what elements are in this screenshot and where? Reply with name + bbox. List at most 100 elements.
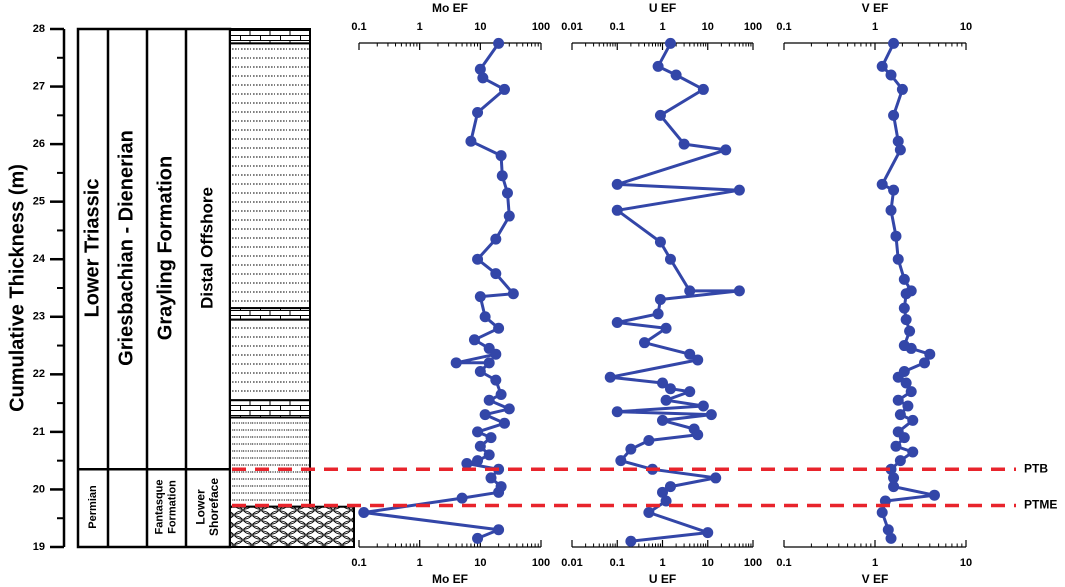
data-point [892,371,904,383]
data-point [493,37,505,49]
y-axis-title: Cumulative Thickness (m) [6,164,28,412]
series-permian-label: Permian [87,485,99,529]
event-boundaries: PTB PTME [232,461,1057,512]
data-point [472,426,484,438]
label-line: Shoreface [207,478,221,536]
data-point [483,449,495,461]
data-point [888,184,900,196]
x-tick-label: 100 [532,21,550,33]
data-point [611,178,623,190]
data-point [490,233,502,245]
x-tick-label: 10 [702,557,714,569]
data-point [496,170,508,182]
data-point [660,394,672,406]
x-tick-label: 100 [744,557,762,569]
panel-title-bottom: V EF [862,572,889,586]
data-point [898,302,910,314]
data-point [876,506,888,518]
data-point [904,325,916,337]
stratigraphic-columns: Lower Triassic Griesbachian - Dienerian … [76,27,355,549]
y-tick-label: 26 [33,138,45,150]
data-point [465,135,477,147]
data-point [697,400,709,412]
data-point [919,357,931,369]
data-point [657,377,668,389]
y-axis: Cumulative Thickness (m) 19 20 21 22 23 24 25 2… [6,23,66,553]
panel-u-ef: 0.01 0.1 1 10 100 0.01 0.1 1 10 100 U EF U EF [561,1,762,586]
data-point [490,268,502,280]
data-point [625,535,637,547]
data-point [472,253,484,265]
data-point [472,106,484,118]
data-point [924,348,936,360]
lithology-limestone-bed [229,307,311,321]
data-point [892,135,904,147]
y-tick-label: 27 [33,80,45,92]
series-lower-triassic-label: Lower Triassic [81,179,103,318]
data-point [461,458,473,470]
data-point [483,357,495,369]
panel-title-top: U EF [649,1,676,15]
data-point [657,486,668,498]
data-point [905,342,917,354]
y-axis-ticks: 19 20 21 22 23 24 25 26 27 28 [33,23,64,553]
data-point [604,371,616,383]
data-point [468,334,480,346]
data-point [664,37,676,49]
data-point [733,184,745,196]
panel-title-bottom: U EF [649,572,676,586]
stage-griesbachian-dienerian-label: Griesbachian - Dienerian [115,130,137,366]
data-point [692,354,704,366]
data-point [896,83,908,95]
data-point [474,291,486,303]
data-point [888,472,900,484]
data-point [876,178,888,190]
data-point [358,506,370,518]
data-point [684,348,696,360]
data-point [664,253,676,265]
formation-fantasque-label: FantasqueFormation [154,479,179,534]
x-tick-label: 0.1 [351,557,366,569]
y-tick-label: 20 [33,483,45,495]
data-point [472,532,484,544]
x-tick-label: 0.1 [351,21,366,33]
x-tick-label: 0.01 [561,21,582,33]
data-point [498,417,510,429]
data-point [498,83,510,95]
x-tick-label: 100 [744,21,762,33]
lithology-chert-bed [229,505,355,549]
data-point [892,253,904,265]
data-point [654,109,666,121]
data-point [615,455,627,467]
boundary-ptb-label: PTB [1024,461,1048,475]
x-tick-label: 1 [872,21,878,33]
data-point [928,489,940,501]
x-tick-label: 1 [659,557,665,569]
data-point [490,374,502,386]
data-point [905,386,917,398]
x-tick-label: 1 [659,21,665,33]
data-point [654,294,666,306]
x-tick-label: 0.01 [561,557,582,569]
data-point [670,69,682,81]
data-point [907,446,919,458]
data-point [611,406,623,418]
data-point [660,322,672,334]
data-point [678,138,690,150]
data-point [876,60,888,72]
data-point [885,204,897,216]
data-point [894,455,906,467]
x-tick-label: 10 [702,21,714,33]
panel-title-bottom: Mo EF [432,572,468,586]
x-tick-label: 10 [474,557,486,569]
lithology-limestone-bed [229,28,311,45]
label-line: Fantasque [154,479,166,534]
data-point [456,492,468,504]
data-point [490,348,502,360]
data-point [657,414,668,426]
data-point [643,506,655,518]
data-point [507,288,519,300]
data-point [890,440,902,452]
data-point [503,210,515,222]
